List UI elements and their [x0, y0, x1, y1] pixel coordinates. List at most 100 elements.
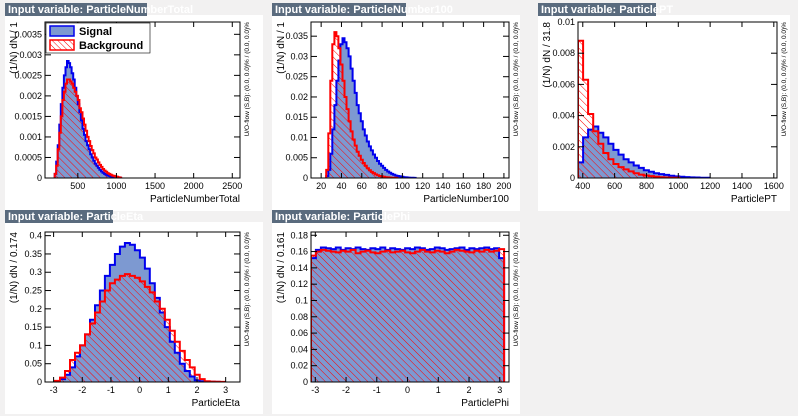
- chart-title: Input variable: ParticlePhi: [275, 211, 410, 223]
- y-axis-label: (1/N) dN / 1: [276, 22, 287, 74]
- y-tick-label: 0.002: [552, 142, 575, 152]
- y-tick-label: 0.0005: [14, 152, 42, 162]
- y-tick-label: 0.12: [290, 279, 308, 289]
- signal-line: [325, 37, 417, 178]
- y-tick-label: 0.16: [290, 247, 308, 257]
- overflow-label: U/O-flow (S,B): (0.0, 0.0)% / (0.0, 0.0)…: [513, 22, 520, 137]
- overflow-label: U/O-flow (S,B): (0.0, 0.0)% / (0.0, 0.0)…: [244, 232, 251, 347]
- x-tick-label: 2000: [184, 181, 204, 191]
- y-tick-label: 0.06: [290, 328, 308, 338]
- title-box: [5, 3, 147, 16]
- x-axis-label: ParticlePT: [731, 194, 777, 205]
- y-tick-label: 0.035: [285, 31, 308, 41]
- chart-title: Input variable: ParticleEta: [8, 211, 144, 223]
- y-tick-label: 0.025: [285, 72, 308, 82]
- y-tick-label: 0.03: [290, 51, 308, 61]
- y-tick-label: 0.35: [24, 249, 42, 259]
- x-tick-label: 3: [497, 385, 502, 395]
- plot-frame: [44, 21, 241, 179]
- x-tick-label: 500: [70, 181, 85, 191]
- x-tick-label: 80: [377, 181, 387, 191]
- x-tick-label: -2: [78, 385, 86, 395]
- background-fill: [578, 40, 680, 178]
- overflow-label: U/O-flow (S,B): (0.0, 0.0)% / (0.0, 0.0)…: [244, 22, 251, 137]
- x-tick-label: 180: [476, 181, 491, 191]
- plot-frame: [44, 231, 241, 383]
- histograms: [54, 242, 226, 382]
- histograms: [578, 39, 711, 178]
- y-tick-label: 0: [37, 173, 42, 183]
- x-tick-label: 0: [405, 385, 410, 395]
- x-tick-label: 1000: [106, 181, 126, 191]
- y-tick-label: 0.05: [24, 359, 42, 369]
- x-tick-label: 40: [336, 181, 346, 191]
- x-tick-label: 100: [395, 181, 410, 191]
- plot-frame: [577, 21, 778, 179]
- x-tick-label: -3: [50, 385, 58, 395]
- chart-panel: Input variable: ParticlePhi -3 -2 -1 0 1 2 3 0 0.…: [272, 210, 520, 414]
- y-tick-label: 0.18: [290, 230, 308, 240]
- title-box: [272, 210, 382, 223]
- x-tick-label: -1: [373, 385, 381, 395]
- y-tick-label: 0.0025: [14, 70, 42, 80]
- title-box: [272, 3, 406, 16]
- x-tick-label: 160: [456, 181, 471, 191]
- y-tick-label: 0.02: [290, 92, 308, 102]
- x-tick-label: 1: [436, 385, 441, 395]
- y-tick-label: 0.25: [24, 286, 42, 296]
- background-fill: [55, 274, 225, 382]
- x-tick-label: 1000: [668, 181, 688, 191]
- x-tick-label: 120: [415, 181, 430, 191]
- legend-signal-swatch: [49, 25, 75, 37]
- overflow-label: U/O-flow (S,B): (0.0, 0.0)% / (0.0, 0.0)…: [781, 22, 788, 137]
- y-tick-label: 0.0015: [14, 111, 42, 121]
- y-tick-label: 0: [303, 173, 308, 183]
- y-tick-label: 0.1: [29, 340, 42, 350]
- x-tick-label: 600: [607, 181, 622, 191]
- x-tick-label: 1500: [145, 181, 165, 191]
- x-tick-label: 20: [316, 181, 326, 191]
- histograms: [311, 246, 506, 382]
- chart-panel: Input variable: ParticleNumber100 20 40 60 8…: [272, 3, 520, 211]
- x-tick-label: 0: [137, 385, 142, 395]
- y-tick-label: 0.015: [285, 112, 308, 122]
- x-tick-label: 60: [357, 181, 367, 191]
- x-tick-label: 2500: [222, 181, 242, 191]
- y-axis-label: (1/N) dN / 31.8: [542, 22, 553, 88]
- histograms: [53, 60, 123, 178]
- legend: Signal Background: [45, 22, 151, 54]
- x-axis-label: ParticleNumberTotal: [150, 194, 240, 205]
- background-line: [325, 31, 399, 178]
- y-tick-label: 0.01: [290, 132, 308, 142]
- y-tick-label: 0.002: [19, 91, 42, 101]
- chart-title: Input variable: ParticleNumberTotal: [8, 4, 193, 16]
- x-axis-label: ParticlePhi: [461, 398, 509, 409]
- legend-signal-label: Signal: [79, 26, 112, 38]
- y-axis-label: (1/N) dN / 1: [9, 22, 20, 74]
- x-tick-label: 1600: [764, 181, 784, 191]
- y-tick-label: 0.2: [29, 304, 42, 314]
- y-tick-label: 0.003: [19, 50, 42, 60]
- x-tick-label: 1200: [700, 181, 720, 191]
- y-tick-label: 0.001: [19, 132, 42, 142]
- y-tick-label: 0: [570, 173, 575, 183]
- histograms: [325, 31, 417, 178]
- y-tick-label: 0.14: [290, 263, 308, 273]
- y-tick-label: 0.02: [290, 361, 308, 371]
- x-tick-label: 2: [194, 385, 199, 395]
- overflow-label: U/O-flow (S,B): (0.0, 0.0)% / (0.0, 0.0)…: [513, 232, 520, 347]
- chart-title: Input variable: ParticleNumber100: [275, 4, 453, 16]
- x-tick-label: 400: [575, 181, 590, 191]
- x-tick-label: -2: [342, 385, 350, 395]
- chart-panel: Input variable: ParticlePT 400 600 800 1000 1…: [538, 3, 790, 211]
- signal-line: [53, 60, 123, 178]
- y-tick-label: 0.01: [557, 17, 575, 27]
- y-axis-label: (1/N) dN / 0.161: [276, 232, 287, 304]
- y-tick-label: 0: [37, 377, 42, 387]
- x-tick-label: 3: [223, 385, 228, 395]
- y-tick-label: 0.4: [29, 231, 42, 241]
- x-tick-label: -1: [107, 385, 115, 395]
- x-tick-label: 1: [166, 385, 171, 395]
- x-tick-label: 2: [467, 385, 472, 395]
